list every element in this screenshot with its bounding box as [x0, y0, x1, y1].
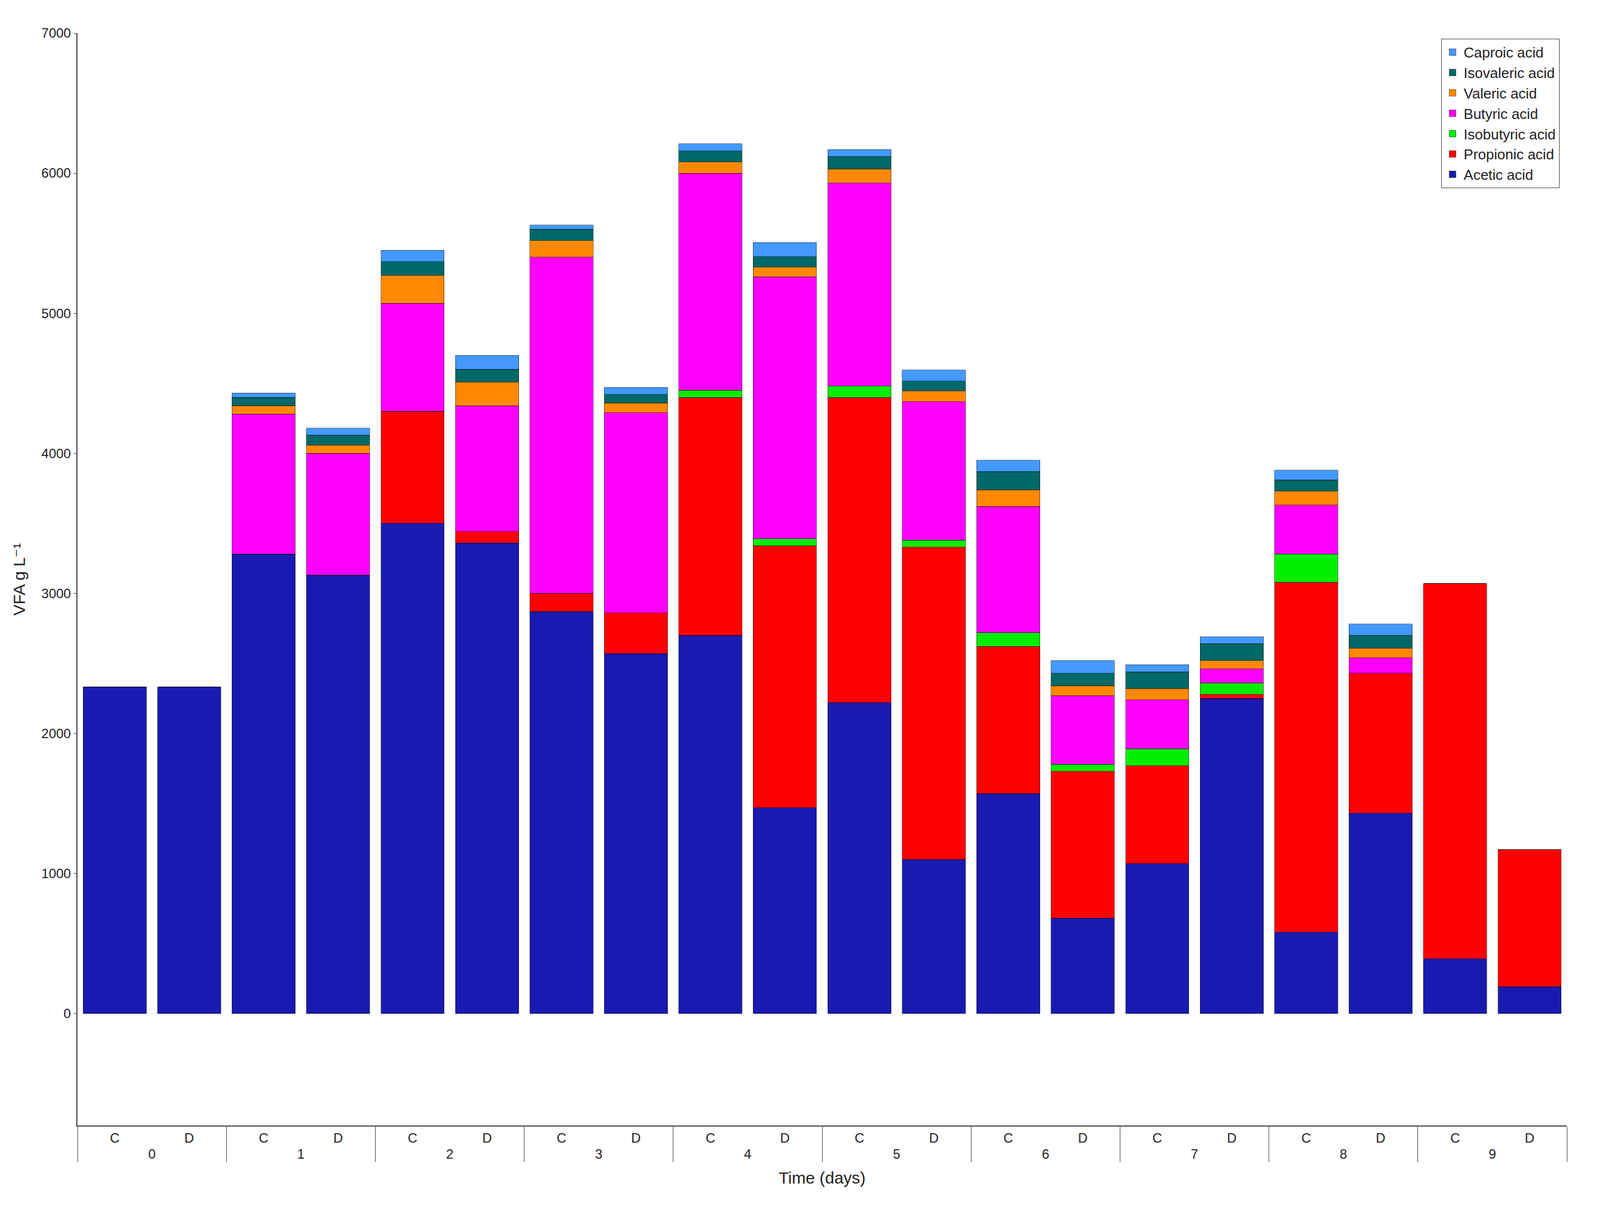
svg-text:Isovaleric acid: Isovaleric acid	[1463, 64, 1556, 82]
svg-text:C: C	[556, 1130, 566, 1146]
svg-text:8: 8	[1339, 1146, 1348, 1162]
svg-text:6: 6	[1041, 1146, 1049, 1162]
svg-text:D: D	[780, 1130, 790, 1146]
svg-text:4000: 4000	[41, 445, 71, 461]
svg-text:9: 9	[1488, 1146, 1496, 1162]
svg-text:D: D	[333, 1130, 343, 1146]
svg-text:D: D	[1524, 1130, 1535, 1146]
svg-text:0: 0	[148, 1146, 156, 1162]
svg-text:5000: 5000	[41, 305, 71, 321]
svg-text:C: C	[1450, 1130, 1460, 1146]
svg-text:Acetic acid: Acetic acid	[1463, 166, 1534, 184]
svg-text:D: D	[1375, 1130, 1386, 1146]
svg-text:7: 7	[1190, 1146, 1198, 1162]
svg-text:Time (days): Time (days)	[778, 1168, 866, 1187]
svg-text:1: 1	[297, 1146, 305, 1162]
svg-text:3: 3	[595, 1146, 603, 1162]
svg-text:Valeric acid: Valeric acid	[1463, 85, 1537, 102]
svg-text:D: D	[928, 1130, 939, 1146]
svg-text:C: C	[854, 1130, 865, 1146]
svg-text:C: C	[1152, 1130, 1162, 1146]
svg-text:Propionic acid: Propionic acid	[1463, 146, 1555, 163]
svg-text:2: 2	[445, 1146, 454, 1162]
svg-text:1000: 1000	[41, 865, 71, 881]
svg-text:C: C	[1301, 1130, 1311, 1146]
svg-text:C: C	[1003, 1130, 1014, 1146]
svg-text:C: C	[705, 1130, 715, 1146]
svg-text:0: 0	[63, 1005, 71, 1021]
svg-text:Isobutyric acid: Isobutyric acid	[1463, 126, 1556, 143]
svg-text:D: D	[184, 1130, 194, 1146]
svg-text:C: C	[407, 1130, 418, 1146]
svg-text:VFA g L⁻¹: VFA g L⁻¹	[9, 543, 29, 616]
svg-text:2000: 2000	[41, 725, 71, 741]
svg-text:7000: 7000	[41, 25, 71, 41]
svg-text:D: D	[1077, 1130, 1088, 1146]
svg-text:C: C	[110, 1130, 120, 1146]
svg-text:C: C	[258, 1130, 269, 1146]
svg-text:D: D	[631, 1130, 641, 1146]
svg-text:3000: 3000	[41, 585, 71, 601]
svg-text:4: 4	[744, 1146, 752, 1162]
svg-text:Caproic acid: Caproic acid	[1463, 44, 1545, 61]
svg-text:6000: 6000	[41, 165, 71, 181]
svg-text:D: D	[1227, 1130, 1237, 1146]
svg-text:5: 5	[892, 1146, 901, 1162]
svg-text:D: D	[482, 1130, 492, 1146]
svg-text:Butyric acid: Butyric acid	[1463, 105, 1539, 123]
